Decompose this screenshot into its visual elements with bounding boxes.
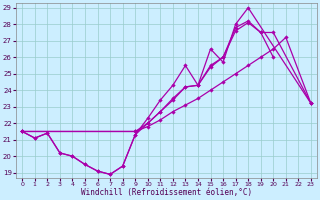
X-axis label: Windchill (Refroidissement éolien,°C): Windchill (Refroidissement éolien,°C) bbox=[81, 188, 252, 197]
